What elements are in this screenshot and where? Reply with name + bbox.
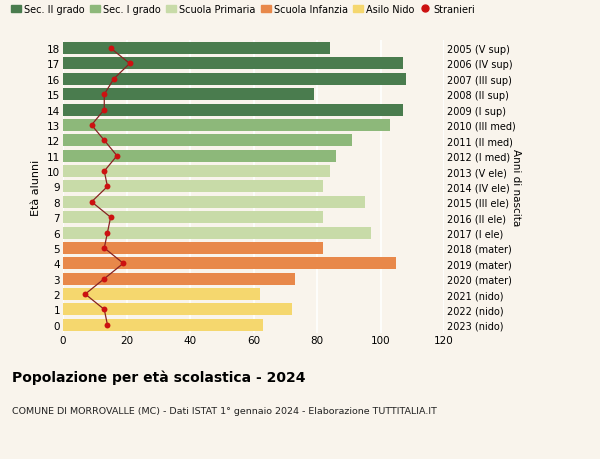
Bar [63,166,330,178]
Bar [63,151,336,162]
Bar [63,89,314,101]
Point [106,214,115,221]
Point [100,137,109,145]
Bar [63,258,397,270]
Bar [63,120,390,132]
Bar [63,135,352,147]
Bar [63,58,403,70]
Point [109,76,119,84]
Bar [63,304,292,316]
Point [100,168,109,175]
Point [112,153,122,160]
Point [100,245,109,252]
Point [87,199,97,206]
Bar [63,181,323,193]
Bar [63,242,323,254]
Text: COMUNE DI MORROVALLE (MC) - Dati ISTAT 1° gennaio 2024 - Elaborazione TUTTITALIA: COMUNE DI MORROVALLE (MC) - Dati ISTAT 1… [12,406,437,415]
Bar [63,227,371,239]
Bar [63,74,406,86]
Point [80,291,90,298]
Point [100,91,109,99]
Legend: Sec. II grado, Sec. I grado, Scuola Primaria, Scuola Infanzia, Asilo Nido, Stran: Sec. II grado, Sec. I grado, Scuola Prim… [11,5,475,15]
Bar [63,273,295,285]
Bar [63,319,263,331]
Point [100,275,109,283]
Point [119,260,128,268]
Point [125,61,134,68]
Point [103,321,112,329]
Y-axis label: Anni di nascita: Anni di nascita [511,149,521,225]
Bar [63,196,365,208]
Point [106,45,115,53]
Point [100,106,109,114]
Y-axis label: Età alunni: Età alunni [31,159,41,215]
Text: Popolazione per età scolastica - 2024: Popolazione per età scolastica - 2024 [12,369,305,384]
Bar [63,104,403,116]
Bar [63,288,260,300]
Point [100,306,109,313]
Point [87,122,97,129]
Point [103,183,112,190]
Bar [63,212,323,224]
Bar [63,43,330,55]
Point [103,230,112,237]
